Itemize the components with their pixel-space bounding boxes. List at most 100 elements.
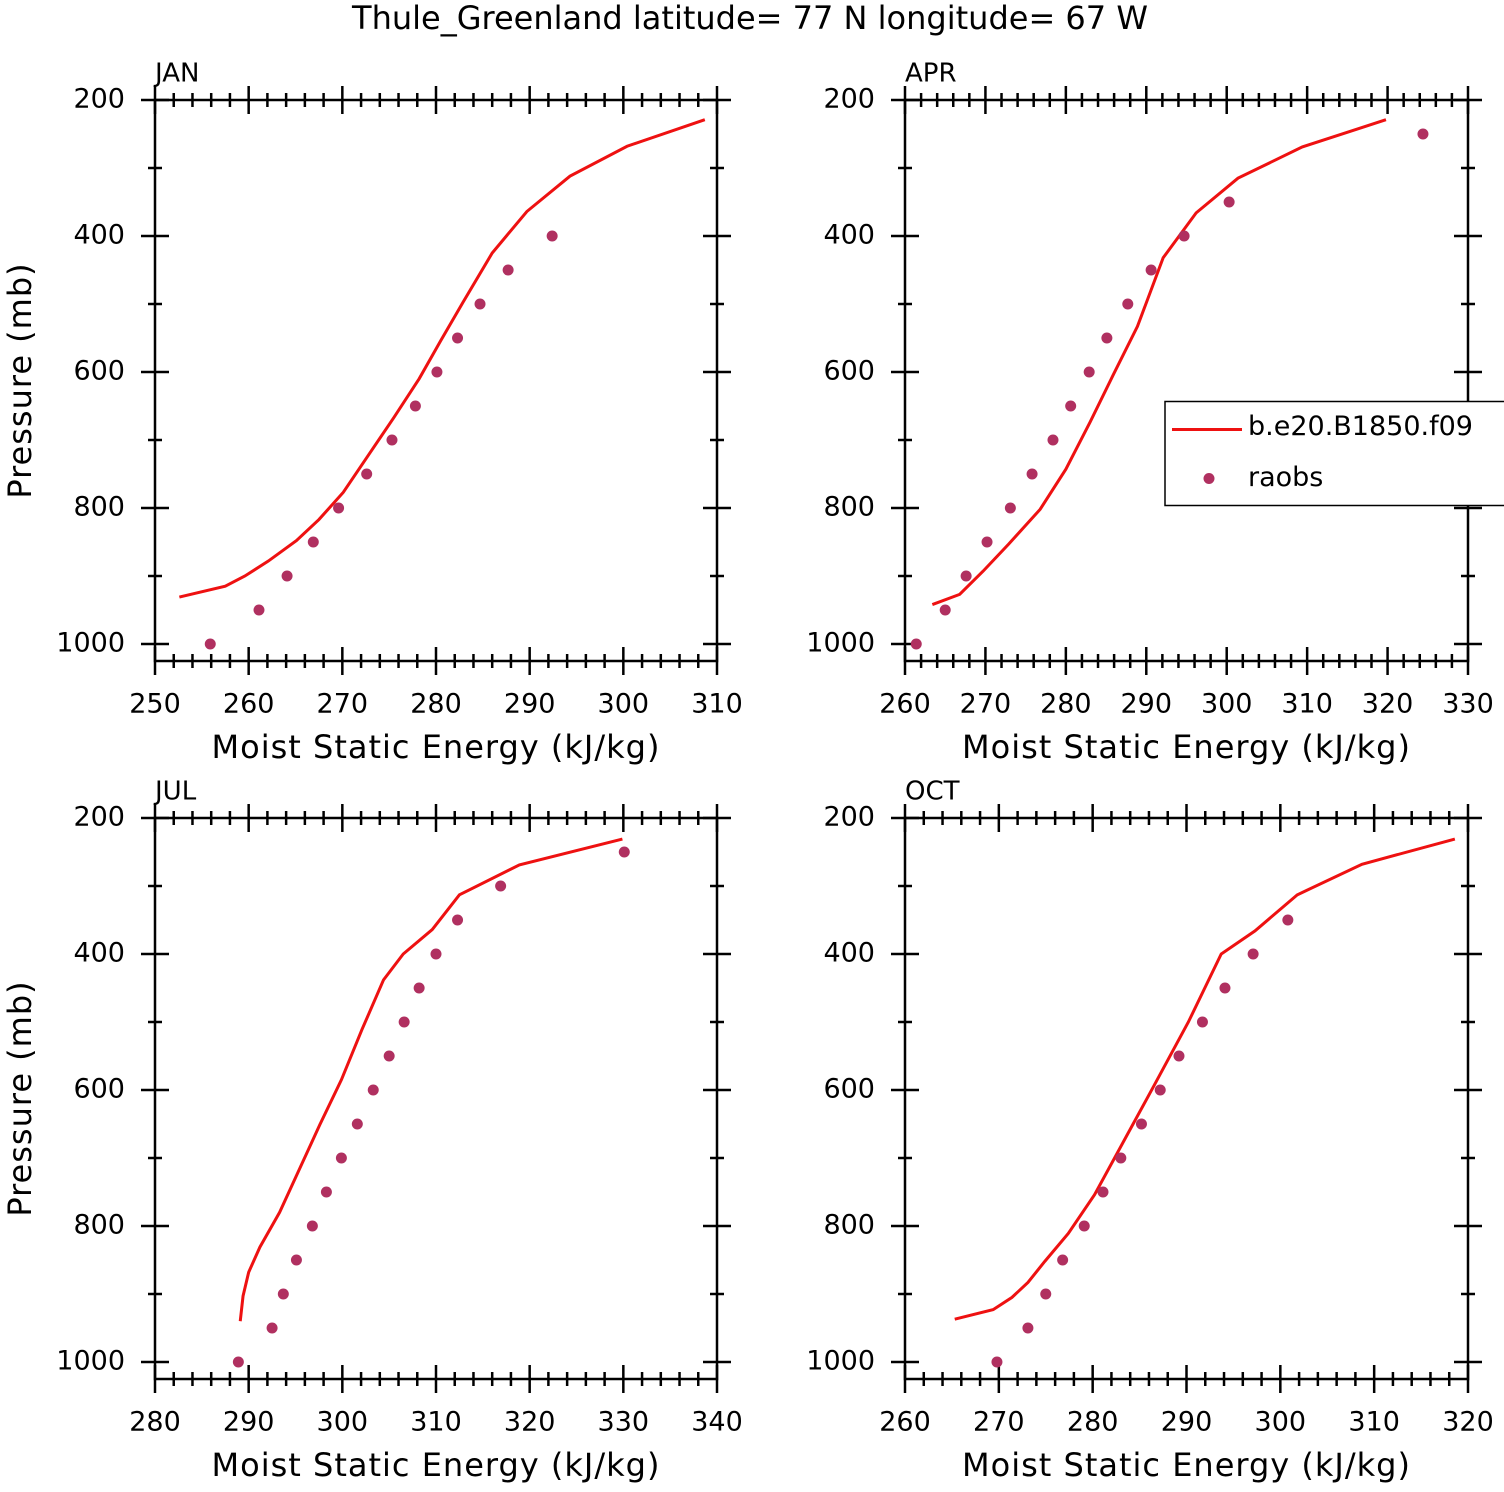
obs-point <box>981 536 993 548</box>
obs-point <box>1040 1288 1052 1300</box>
obs-point <box>266 1322 278 1334</box>
legend-label: b.e20.B1850.f09 <box>1248 411 1473 442</box>
obs-point <box>1078 1220 1090 1232</box>
obs-point <box>474 298 486 310</box>
obs-point <box>1282 914 1294 926</box>
x-tick-label: 270 <box>960 689 1012 720</box>
obs-point <box>413 982 425 994</box>
x-axis-label: Moist Static Energy (kJ/kg) <box>212 728 661 766</box>
obs-point <box>1083 366 1095 378</box>
x-tick-label: 310 <box>1348 1407 1400 1438</box>
plot-frame <box>153 98 719 663</box>
legend-label: raobs <box>1248 462 1323 493</box>
legend-box <box>1164 400 1504 507</box>
obs-point <box>910 638 922 650</box>
x-axis-label: Moist Static Energy (kJ/kg) <box>962 1446 1411 1484</box>
obs-point <box>307 536 319 548</box>
y-tick-label: 800 <box>73 1210 125 1241</box>
obs-point <box>939 604 951 616</box>
obs-point <box>398 1016 410 1028</box>
obs-point <box>991 1356 1003 1368</box>
obs-point <box>1115 1152 1127 1164</box>
obs-point <box>1026 468 1038 480</box>
model-line <box>238 837 623 1322</box>
obs-point <box>333 502 345 514</box>
obs-point <box>1047 434 1059 446</box>
x-tick-label: 260 <box>879 1407 931 1438</box>
y-tick-label: 400 <box>823 220 875 251</box>
obs-point <box>409 400 421 412</box>
plot-frame <box>903 816 1470 1381</box>
x-tick-label: 300 <box>1255 1407 1307 1438</box>
plot-frame <box>903 98 1470 663</box>
obs-point <box>386 434 398 446</box>
obs-point <box>1223 196 1235 208</box>
y-axis-label: Pressure (mb) <box>1 262 39 498</box>
obs-point <box>1004 502 1016 514</box>
y-tick-label: 1000 <box>56 1346 125 1377</box>
x-axis-label: Moist Static Energy (kJ/kg) <box>962 728 1411 766</box>
obs-point <box>335 1152 347 1164</box>
y-tick-label: 600 <box>823 356 875 387</box>
obs-point <box>351 1118 363 1130</box>
model-line <box>954 837 1456 1321</box>
x-tick-label: 310 <box>1281 689 1333 720</box>
x-tick-label: 270 <box>973 1407 1025 1438</box>
obs-point <box>1022 1322 1034 1334</box>
x-tick-label: 330 <box>1442 689 1494 720</box>
obs-point <box>1065 400 1077 412</box>
obs-point <box>367 1084 379 1096</box>
legend-swatch <box>1203 473 1215 484</box>
obs-point <box>452 914 464 926</box>
obs-point <box>1135 1118 1147 1130</box>
x-tick-label: 290 <box>1121 689 1173 720</box>
obs-point <box>430 948 442 960</box>
obs-point <box>361 468 373 480</box>
x-axis-label: Moist Static Energy (kJ/kg) <box>212 1446 661 1484</box>
y-tick-label: 200 <box>73 84 125 115</box>
plot-frame <box>153 816 719 1381</box>
figure-title: Thule_Greenland latitude= 77 N longitude… <box>351 0 1148 37</box>
y-tick-label: 1000 <box>806 628 875 659</box>
x-tick-label: 300 <box>317 1407 369 1438</box>
x-tick-label: 270 <box>317 689 369 720</box>
obs-point <box>1145 264 1157 276</box>
obs-point <box>546 230 558 242</box>
y-tick-label: 200 <box>73 802 125 833</box>
y-tick-label: 1000 <box>56 628 125 659</box>
x-tick-label: 290 <box>504 689 556 720</box>
y-tick-label: 200 <box>823 802 875 833</box>
x-tick-label: 320 <box>1442 1407 1494 1438</box>
y-tick-label: 600 <box>73 356 125 387</box>
x-tick-label: 280 <box>129 1407 181 1438</box>
obs-point <box>1097 1186 1109 1198</box>
obs-point <box>1154 1084 1166 1096</box>
y-tick-label: 800 <box>823 1210 875 1241</box>
obs-point <box>277 1288 289 1300</box>
y-tick-label: 800 <box>73 492 125 523</box>
obs-point <box>1247 948 1259 960</box>
panel-title: APR <box>905 59 957 89</box>
obs-point <box>232 1356 244 1368</box>
obs-point <box>306 1220 318 1232</box>
obs-point <box>320 1186 332 1198</box>
x-tick-label: 340 <box>691 1407 743 1438</box>
obs-point <box>290 1254 302 1266</box>
obs-point <box>431 366 443 378</box>
obs-point <box>1178 230 1190 242</box>
obs-point <box>204 638 216 650</box>
obs-point <box>495 880 507 892</box>
y-tick-label: 200 <box>823 84 875 115</box>
obs-point <box>1417 128 1429 140</box>
y-tick-label: 1000 <box>806 1346 875 1377</box>
y-tick-label: 400 <box>823 938 875 969</box>
x-tick-label: 290 <box>1161 1407 1213 1438</box>
panel-title: OCT <box>905 777 960 807</box>
model-line <box>931 118 1387 606</box>
x-tick-label: 260 <box>223 689 275 720</box>
x-tick-label: 310 <box>410 1407 462 1438</box>
x-tick-label: 300 <box>598 689 650 720</box>
obs-point <box>1122 298 1134 310</box>
y-tick-label: 800 <box>823 492 875 523</box>
